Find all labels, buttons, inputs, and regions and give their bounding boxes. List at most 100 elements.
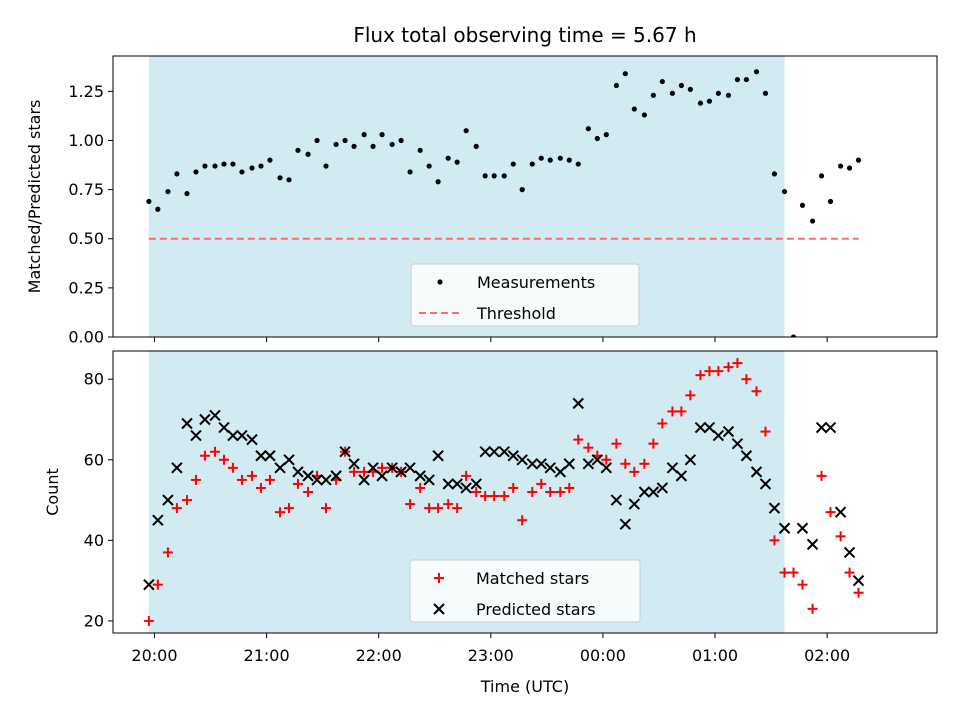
- x-tick-label: 23:00: [468, 646, 514, 665]
- data-point: [295, 148, 300, 153]
- y-axis-label: Count: [43, 468, 62, 516]
- legend-label: Matched stars: [476, 569, 589, 588]
- data-point: [174, 171, 179, 176]
- data-point: [483, 173, 488, 178]
- data-point: [362, 132, 367, 137]
- chart-title: Flux total observing time = 5.67 h: [353, 23, 696, 47]
- data-point: [744, 77, 749, 82]
- data-point: [539, 156, 544, 161]
- data-point: [511, 161, 516, 166]
- data-point: [418, 148, 423, 153]
- data-point: [548, 158, 553, 163]
- data-point: [754, 69, 759, 74]
- data-point: [323, 163, 328, 168]
- data-point: [782, 189, 787, 194]
- data-point: [267, 158, 272, 163]
- data-point: [856, 158, 861, 163]
- data-point: [351, 144, 356, 149]
- legend-label: Measurements: [477, 273, 595, 292]
- x-tick-label: 21:00: [244, 646, 290, 665]
- data-point: [390, 142, 395, 147]
- data-point: [642, 112, 647, 117]
- data-point: [314, 138, 319, 143]
- data-point: [502, 173, 507, 178]
- data-point: [828, 199, 833, 204]
- y-tick-label: 20: [84, 611, 104, 630]
- legend-marker: [437, 279, 442, 284]
- data-point: [230, 161, 235, 166]
- data-point: [604, 132, 609, 137]
- data-point: [810, 218, 815, 223]
- data-point: [407, 169, 412, 174]
- y-tick-label: 60: [84, 450, 104, 469]
- data-point: [679, 83, 684, 88]
- data-point: [623, 71, 628, 76]
- x-tick-label: 20:00: [131, 646, 177, 665]
- data-point: [576, 161, 581, 166]
- data-point: [688, 87, 693, 92]
- x-tick-label: 01:00: [692, 646, 738, 665]
- x-tick-label: 00:00: [580, 646, 626, 665]
- y-tick-label: 1.00: [68, 131, 104, 150]
- data-point: [838, 163, 843, 168]
- y-tick-label: 0.75: [68, 180, 104, 199]
- data-point: [455, 160, 460, 165]
- data-point: [221, 161, 226, 166]
- data-point: [427, 163, 432, 168]
- data-point: [492, 173, 497, 178]
- y-tick-label: 0.50: [68, 229, 104, 248]
- data-point: [239, 169, 244, 174]
- data-point: [632, 106, 637, 111]
- legend-label: Predicted stars: [476, 600, 596, 619]
- data-point: [305, 152, 310, 157]
- data-point: [333, 142, 338, 147]
- data-point: [558, 156, 563, 161]
- legend: Matched stars Predicted stars: [410, 560, 640, 622]
- y-tick-label: 0.00: [68, 328, 104, 347]
- data-point: [726, 93, 731, 98]
- data-point: [277, 175, 282, 180]
- data-point: [614, 83, 619, 88]
- data-point: [520, 187, 525, 192]
- data-point: [651, 93, 656, 98]
- data-point: [735, 77, 740, 82]
- data-point: [370, 144, 375, 149]
- data-point: [446, 156, 451, 161]
- x-axis-label: Time (UTC): [480, 677, 569, 696]
- data-point: [399, 138, 404, 143]
- data-point: [698, 101, 703, 106]
- data-point: [474, 144, 479, 149]
- data-point: [464, 128, 469, 133]
- legend: Measurements Threshold: [411, 264, 639, 326]
- data-point: [567, 158, 572, 163]
- data-point: [772, 171, 777, 176]
- data-point: [707, 99, 712, 104]
- x-tick-label: 02:00: [804, 646, 850, 665]
- legend-label: Threshold: [476, 304, 556, 323]
- data-point: [660, 79, 665, 84]
- data-point: [847, 165, 852, 170]
- y-tick-label: 40: [84, 531, 104, 550]
- data-point: [193, 169, 198, 174]
- y-tick-label: 0.25: [68, 278, 104, 297]
- data-point: [202, 163, 207, 168]
- data-point: [249, 165, 254, 170]
- data-point: [146, 199, 151, 204]
- data-point: [165, 189, 170, 194]
- data-point: [379, 132, 384, 137]
- data-point: [595, 136, 600, 141]
- y-tick-label: 1.25: [68, 82, 104, 101]
- data-point: [586, 126, 591, 131]
- x-tick-label: 22:00: [356, 646, 402, 665]
- data-point: [716, 91, 721, 96]
- y-axis-label: Matched/Predicted stars: [25, 100, 44, 294]
- data-point: [342, 138, 347, 143]
- data-point: [436, 179, 441, 184]
- data-point: [800, 203, 805, 208]
- data-point: [155, 207, 160, 212]
- data-point: [530, 161, 535, 166]
- data-point: [286, 177, 291, 182]
- data-point: [670, 91, 675, 96]
- data-point: [258, 163, 263, 168]
- data-point: [212, 163, 217, 168]
